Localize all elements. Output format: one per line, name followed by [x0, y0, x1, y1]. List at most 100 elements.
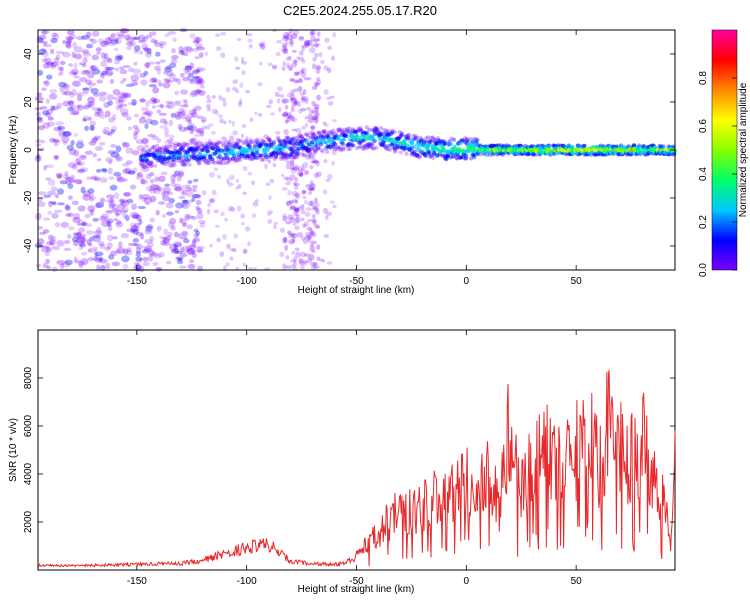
- spectrogram-cell: [179, 171, 185, 176]
- spectrogram-cell: [471, 152, 477, 157]
- spectrogram-cell: [262, 140, 267, 145]
- spectrogram-cell: [374, 145, 379, 150]
- spectrogram-cell: [75, 104, 82, 109]
- spectrogram-cell: [294, 177, 299, 183]
- spectrogram-cell: [54, 139, 61, 144]
- spectrogram-cell: [132, 81, 138, 86]
- spectrogram-cell: [293, 210, 299, 217]
- spectrogram-cell: [304, 41, 309, 46]
- spectrogram-cell: [196, 115, 203, 119]
- spectrogram-cell: [196, 78, 203, 83]
- spectrogram-cell: [180, 246, 190, 253]
- spectrogram-cell: [163, 77, 172, 82]
- spectrogram-cell: [432, 137, 438, 142]
- spectrogram-cell: [95, 203, 102, 209]
- spectrogram-cell: [266, 136, 271, 141]
- spectrogram-cell: [461, 152, 467, 157]
- spectrogram-cell: [180, 158, 185, 163]
- spectrogram-cell: [188, 146, 193, 151]
- spectrogram-cell: [133, 113, 139, 118]
- spectrogram-cell: [296, 56, 300, 60]
- spectrogram-cell: [286, 92, 293, 98]
- spectrogram-cell: [304, 145, 309, 150]
- spectrogram-cell: [303, 40, 310, 48]
- spectrogram-cell: [226, 139, 232, 144]
- spectrogram-cell: [312, 151, 317, 156]
- spectrogram-cell: [181, 162, 188, 167]
- spectrogram-cell: [312, 132, 317, 137]
- spectrogram-cell: [290, 166, 295, 170]
- spectrogram-cell: [300, 97, 306, 103]
- spectrogram-cell: [192, 184, 198, 188]
- spectrogram-cell: [279, 251, 285, 258]
- spectrogram-cell: [170, 54, 179, 60]
- spectrogram-cell: [85, 230, 95, 235]
- spectrogram-cell: [258, 142, 264, 147]
- spectrogram-cell: [37, 238, 45, 245]
- spectrogram-cell: [188, 125, 198, 132]
- spectrogram-cell: [302, 153, 307, 158]
- spectrogram-cell: [225, 160, 231, 165]
- spectrogram-cell: [367, 144, 373, 149]
- spectrogram-cell: [392, 146, 398, 151]
- spectrogram-cell: [291, 101, 298, 107]
- spectrogram-cell: [92, 234, 101, 239]
- spectrogram-cell: [329, 130, 334, 134]
- spectrogram-cell: [70, 139, 75, 146]
- spectrogram-cell: [305, 134, 311, 138]
- spectrogram-cell: [470, 139, 476, 144]
- spectrogram-cell: [99, 91, 108, 96]
- spectrogram-cell: [180, 89, 189, 95]
- spectrogram-cell: [292, 149, 297, 154]
- spectrogram-cell: [290, 141, 295, 146]
- y-tick-label: 4000: [23, 462, 34, 485]
- spectrogram-cell: [149, 235, 155, 242]
- spectrogram-cell: [161, 162, 167, 167]
- spectrogram-cell: [404, 136, 409, 141]
- spectrogram-cell: [350, 127, 356, 132]
- spectrogram-cell: [290, 93, 296, 101]
- spectrogram-cell: [233, 233, 238, 239]
- spectrogram-cell: [344, 134, 349, 139]
- spectrogram-cell: [326, 144, 331, 149]
- spectrogram-cell: [149, 161, 154, 165]
- spectrogram-cell: [180, 230, 189, 237]
- spectrogram-cell: [72, 80, 81, 87]
- spectrogram-cell: [351, 128, 356, 133]
- spectrogram-cell: [546, 144, 552, 149]
- spectrogram-cell: [315, 67, 321, 74]
- spectrogram-cell: [444, 154, 449, 159]
- spectrogram-cell: [42, 62, 50, 69]
- spectrogram-cell: [290, 109, 296, 113]
- spectrogram-cell: [155, 148, 160, 153]
- spectrogram-cell: [96, 264, 101, 271]
- spectrogram-cell: [365, 141, 371, 146]
- spectrogram-cell: [88, 38, 94, 42]
- spectrogram-cell: [318, 135, 323, 139]
- spectrogram-cell: [301, 59, 306, 64]
- spectrogram-cell: [237, 155, 242, 160]
- spectrogram-cell: [323, 65, 328, 71]
- spectrogram-cell: [182, 158, 187, 163]
- spectrogram-cell: [184, 118, 192, 122]
- spectrogram-cell: [276, 137, 281, 142]
- spectrogram-cell: [184, 70, 191, 75]
- spectrogram-cell: [96, 51, 102, 55]
- spectrogram-cell: [75, 157, 81, 165]
- spectrogram-cell: [37, 37, 44, 44]
- spectrogram-cell: [156, 104, 165, 108]
- spectrogram-cell: [293, 256, 298, 263]
- spectrogram-cell: [283, 176, 290, 181]
- spectrogram-cell: [189, 78, 195, 83]
- spectrogram-cell: [43, 57, 52, 64]
- spectrogram-cell: [321, 259, 326, 263]
- spectrogram-cell: [207, 155, 213, 160]
- spectrogram-cell: [38, 34, 47, 40]
- spectrogram-cell: [159, 43, 164, 49]
- spectrogram-cell: [371, 128, 377, 133]
- spectrogram-cell: [49, 137, 57, 143]
- spectrogram-cell: [153, 163, 158, 168]
- spectrogram-cell: [88, 140, 97, 146]
- spectrogram-cell: [390, 130, 395, 135]
